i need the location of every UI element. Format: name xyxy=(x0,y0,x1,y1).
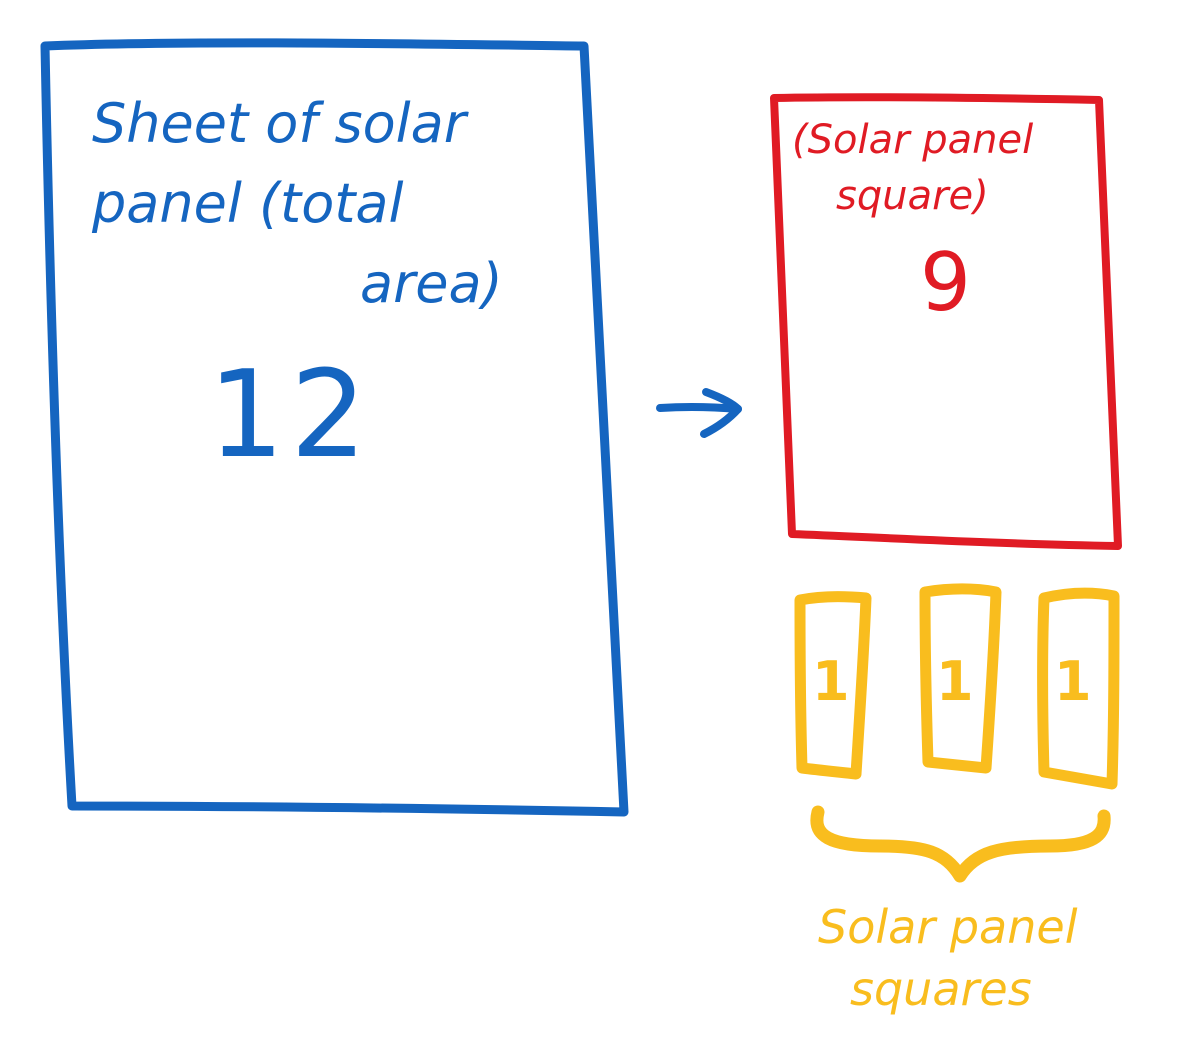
small-squares-label: Solar panel squares xyxy=(818,896,1077,1020)
curly-brace-icon xyxy=(810,805,1111,883)
sheet-label: Sheet of solar panel (total area) xyxy=(92,84,522,324)
sheet-rectangle xyxy=(40,38,629,817)
small-square-2-value: 1 xyxy=(936,650,974,713)
square-label-line2: square) xyxy=(836,173,989,219)
arrow-icon xyxy=(656,388,742,438)
square-value: 9 xyxy=(920,236,971,329)
small-squares-label-line2: squares xyxy=(850,962,1032,1016)
small-square-1 xyxy=(794,591,872,780)
small-square-3 xyxy=(1037,587,1120,790)
square-label: (Solar panel square) xyxy=(792,112,1033,224)
square-label-line1: (Solar panel xyxy=(792,117,1034,163)
sheet-label-line2: panel (total xyxy=(92,172,404,235)
square-rectangle xyxy=(770,93,1122,550)
small-square-1-value: 1 xyxy=(812,650,850,713)
sheet-label-line3: area) xyxy=(360,252,503,315)
small-squares-label-line1: Solar panel xyxy=(818,900,1078,954)
sheet-label-line1: Sheet of solar xyxy=(92,92,466,155)
small-square-2 xyxy=(919,583,1002,774)
sheet-value: 12 xyxy=(208,346,373,485)
small-square-3-value: 1 xyxy=(1054,650,1092,713)
